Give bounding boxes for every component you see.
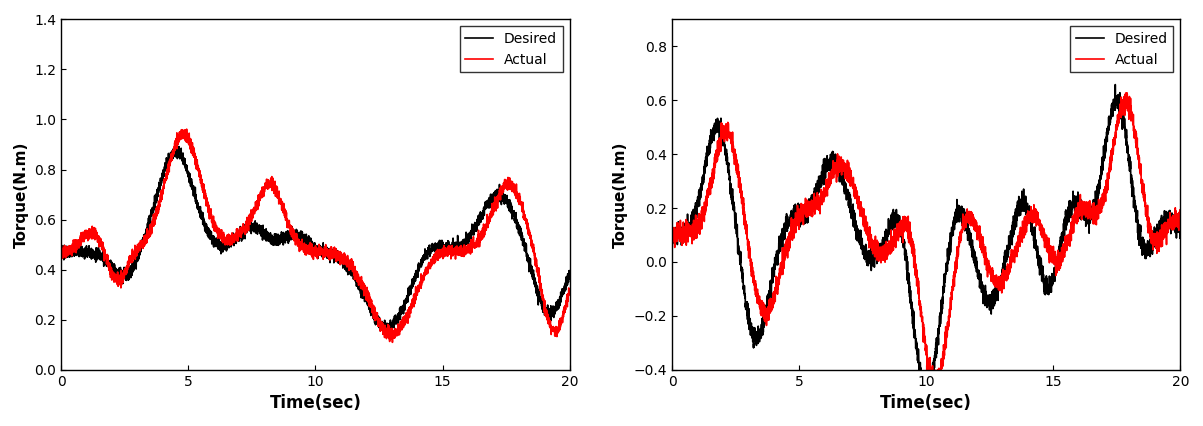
Actual xyxy=(272,189,286,194)
Desired xyxy=(547,304,562,309)
Actual xyxy=(522,233,537,238)
Line: Actual: Actual xyxy=(61,129,570,343)
Actual xyxy=(547,327,562,332)
Desired xyxy=(878,234,893,239)
Actual xyxy=(423,264,438,269)
Actual xyxy=(928,390,942,395)
Actual xyxy=(296,245,310,250)
Desired xyxy=(522,269,537,274)
Actual xyxy=(906,242,920,247)
Line: Desired: Desired xyxy=(61,144,570,332)
Actual xyxy=(179,127,194,132)
Desired xyxy=(906,326,920,331)
Desired xyxy=(883,219,897,224)
Desired xyxy=(423,247,438,252)
Y-axis label: Torque(N.m): Torque(N.m) xyxy=(14,141,29,248)
Desired xyxy=(268,236,283,241)
Line: Actual: Actual xyxy=(672,93,1180,393)
Actual xyxy=(1120,90,1134,95)
Actual xyxy=(563,288,577,293)
Desired xyxy=(1132,233,1146,238)
Actual xyxy=(1035,223,1049,228)
Desired xyxy=(54,244,69,249)
Legend: Desired, Actual: Desired, Actual xyxy=(1071,26,1173,72)
Desired xyxy=(1108,82,1122,87)
Desired xyxy=(296,236,310,241)
Line: Desired: Desired xyxy=(672,85,1180,397)
Desired xyxy=(921,394,936,400)
Actual xyxy=(665,228,680,233)
Desired xyxy=(1173,225,1187,230)
Actual xyxy=(385,340,399,345)
Actual xyxy=(878,249,893,254)
Actual xyxy=(883,242,897,248)
Y-axis label: Torque(N.m): Torque(N.m) xyxy=(614,141,628,248)
Desired xyxy=(1157,225,1172,230)
Desired xyxy=(381,330,396,335)
Actual xyxy=(54,248,69,253)
Desired xyxy=(563,275,577,280)
Actual xyxy=(1173,218,1187,223)
Legend: Desired, Actual: Desired, Actual xyxy=(460,26,563,72)
Actual xyxy=(1132,162,1146,167)
X-axis label: Time(sec): Time(sec) xyxy=(881,394,972,412)
Actual xyxy=(1157,227,1172,233)
Desired xyxy=(1035,261,1049,266)
Desired xyxy=(168,142,183,147)
Actual xyxy=(268,178,283,184)
X-axis label: Time(sec): Time(sec) xyxy=(269,394,361,412)
Desired xyxy=(665,227,680,233)
Desired xyxy=(272,238,286,243)
